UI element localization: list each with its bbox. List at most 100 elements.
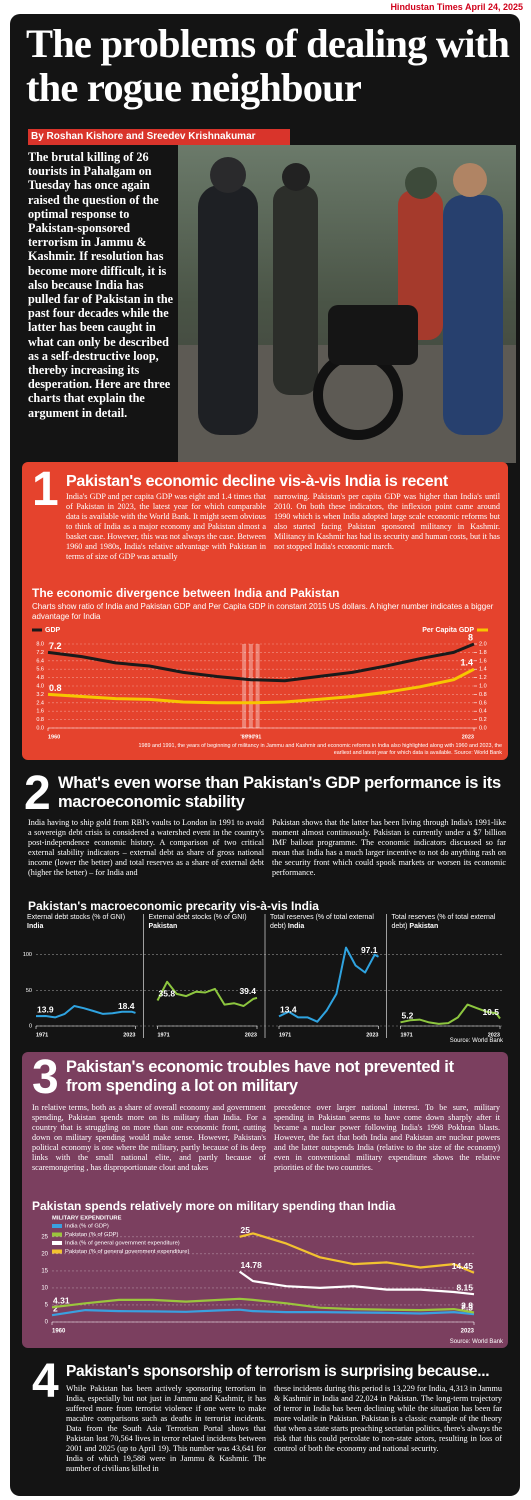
value-label: 2 <box>53 1303 58 1313</box>
value-label: 8 <box>468 632 473 642</box>
value-label: 5.2 <box>402 1011 414 1021</box>
legend-swatch <box>52 1249 62 1254</box>
title: The problems of dealing with the rogue n… <box>26 21 510 110</box>
series-line <box>47 667 475 705</box>
chart-subtitle: Charts show ratio of India and Pakistan … <box>32 602 494 621</box>
y2-tick-label: 0.0 <box>479 725 487 731</box>
y2-tick-label: 1.8 <box>479 650 487 656</box>
section-heading: Pakistan's sponsorship of terrorism is s… <box>66 1363 490 1380</box>
figure <box>443 195 503 435</box>
section-heading: What's even worse than Pakistan's GDP pe… <box>58 774 501 811</box>
legend-swatch <box>52 1232 62 1237</box>
value-label: 10.5 <box>482 1007 499 1017</box>
y2-tick-label: 1.0 <box>479 683 487 689</box>
x-tick-label: 2023 <box>245 1032 257 1038</box>
y-tick-label: 25 <box>41 1234 48 1240</box>
x-tick-label: 1971 <box>401 1032 413 1038</box>
panel-country: India <box>27 922 44 930</box>
series-line <box>51 1308 475 1317</box>
y-tick-label: 15 <box>41 1268 48 1274</box>
text-column: precedence over larger national interest… <box>274 1103 500 1172</box>
y-tick-label: 20 <box>41 1251 48 1257</box>
y-tick-label: 7.2 <box>36 650 44 656</box>
text-column: Pakistan shows that the latter has been … <box>272 818 506 877</box>
legend-label: India (% of general government expenditu… <box>65 1241 180 1247</box>
text-column: narrowing. Pakistan's per capita GDP was… <box>274 492 500 551</box>
panel-title: External debt stocks (% of GNI) India <box>27 914 137 931</box>
x-tick-label: 1960 <box>52 1329 66 1335</box>
chart-title: The economic divergence between India an… <box>32 586 340 600</box>
photo <box>178 145 516 463</box>
x-tick-label: '89 <box>240 734 247 740</box>
x-tick-label: 1971 <box>279 1032 291 1038</box>
y-tick-label: 0.0 <box>36 725 44 731</box>
y-tick-label: 6.4 <box>36 658 44 664</box>
legend-swatch <box>52 1224 62 1228</box>
series-line <box>400 1003 501 1025</box>
value-label: 1.4 <box>460 658 473 668</box>
value-label: 0.8 <box>49 683 62 693</box>
panel-title: Total reserves (% of total external debt… <box>270 914 380 931</box>
panel-title: Total reserves (% of total external debt… <box>392 914 502 931</box>
value-label: 13.4 <box>280 1005 297 1015</box>
value-label: 39.4 <box>239 986 256 996</box>
section-box <box>22 462 508 760</box>
y-tick-label: 4.8 <box>36 675 44 681</box>
legend-label: GDP <box>45 627 61 634</box>
highlight-band <box>242 644 247 728</box>
figure-head <box>405 167 437 199</box>
value-label: 2.3 <box>461 1302 473 1312</box>
chart: 0.0 0.8 1.6 2.4 3.2 4.0 4.8 5.6 6.4 7.2 8.0 0.0 0.2 0… <box>32 627 488 740</box>
byline-bar <box>28 129 290 145</box>
value-label: 4.31 <box>53 1296 70 1306</box>
intro: The brutal killing of 26 tourists in Pah… <box>28 150 174 420</box>
y-tick-label: 10 <box>41 1286 48 1292</box>
value-label: 14.45 <box>452 1261 474 1271</box>
figure-head <box>282 163 310 191</box>
x-tick-label: 2023 <box>461 1329 475 1335</box>
series-line <box>35 1005 136 1019</box>
y-tick-label: 50 <box>26 988 32 994</box>
figure-head <box>210 157 246 193</box>
section-number: 3 <box>32 1051 59 1104</box>
highlight-band <box>255 644 260 728</box>
chart: 0 5 10 15 20 25 1960 2023 2 2.3 4.31 2.8 14.78 8.15 25… <box>41 1216 475 1335</box>
value-label: 18.4 <box>118 1001 135 1011</box>
chart-source: Source: World Bank <box>449 1339 503 1345</box>
text-column: these incidents during this period is 13… <box>274 1384 502 1453</box>
value-label: 2.8 <box>461 1301 473 1311</box>
text-column: India having to ship gold from RBI's vau… <box>28 818 264 877</box>
panel-title-text: Total reserves (% of total external debt… <box>391 914 496 930</box>
figure <box>398 190 443 340</box>
series-line <box>278 946 379 1023</box>
x-tick-label: 2023 <box>366 1032 378 1038</box>
series-line <box>47 642 475 683</box>
byline: By Roshan Kishore and Sreedev Krishnakum… <box>31 131 256 142</box>
text-column: In relative terms, both as a share of ov… <box>32 1103 266 1172</box>
chart-title: Pakistan spends relatively more on milit… <box>32 1199 396 1213</box>
x-tick-label: 1960 <box>48 734 60 740</box>
text-column: While Pakistan has been actively sponsor… <box>66 1384 266 1473</box>
section-number: 2 <box>24 767 51 820</box>
y2-tick-label: 1.4 <box>479 667 487 673</box>
section-heading: Pakistan's economic troubles have not pr… <box>66 1058 454 1095</box>
y2-tick-label: 0.2 <box>479 717 487 723</box>
legend-swatch <box>52 1241 62 1245</box>
value-label: 25 <box>241 1225 251 1235</box>
y-tick-label: 0 <box>29 1023 32 1029</box>
y2-tick-label: 1.6 <box>479 658 487 664</box>
section-box <box>22 1052 508 1348</box>
chart-panels: 0 50 100 1971 2023 13.9 18.4 1971 2023 35.8 39.4 19… <box>23 914 502 1038</box>
series-line <box>239 1232 475 1274</box>
y-tick-label: 100 <box>23 952 32 958</box>
x-tick-label: 1971 <box>158 1032 170 1038</box>
panel-title-text: External debt stocks (% of GNI) <box>148 914 247 921</box>
text-column: India's GDP and per capita GDP was eight… <box>66 492 266 561</box>
figure <box>198 185 258 435</box>
legend-label: India (% of GDP) <box>65 1224 109 1230</box>
panel-title: External debt stocks (% of GNI) Pakistan <box>149 914 259 931</box>
panel-title-text: Total reserves (% of total external debt… <box>270 914 374 930</box>
y2-tick-label: 0.6 <box>479 700 487 706</box>
highlight-band <box>248 644 253 728</box>
panel-title-text: External debt stocks (% of GNI) <box>27 914 126 921</box>
